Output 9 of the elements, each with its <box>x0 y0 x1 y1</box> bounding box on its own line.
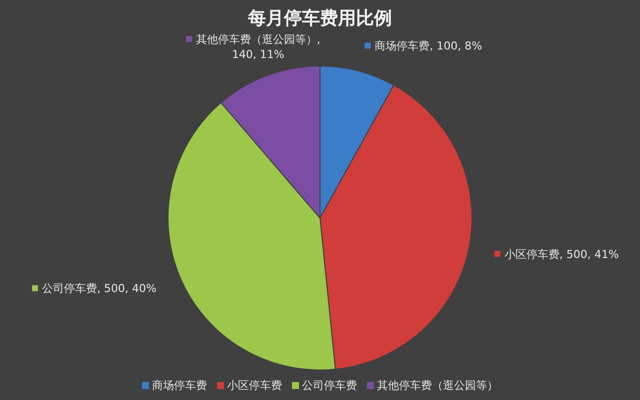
legend-label: 其他停车费（逛公园等） <box>377 379 498 392</box>
data-label: 其他停车费（逛公园等）, 140, 11% <box>186 33 320 62</box>
legend-label: 公司停车费 <box>302 379 357 392</box>
data-label: 公司停车费, 500, 40% <box>32 282 156 296</box>
legend-label: 商场停车费 <box>152 379 207 392</box>
data-label: 小区停车费, 500, 41% <box>494 248 619 261</box>
chart-title: 每月停车费用比例 <box>247 8 392 29</box>
data-label: 商场停车费, 100, 8% <box>364 40 482 53</box>
legend-label: 小区停车费 <box>227 379 282 392</box>
